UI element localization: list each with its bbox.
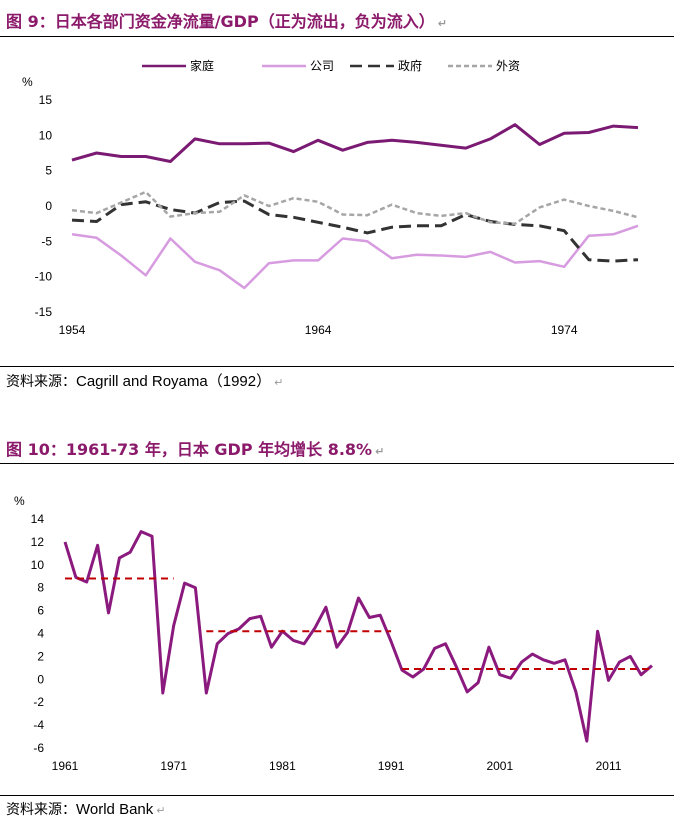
chart1-legend-item: 外资 [448, 59, 520, 73]
chart2-bottom-rule [0, 795, 674, 796]
chart1-series-line [71, 123, 639, 163]
chart1-x-tick-label: 1964 [305, 323, 332, 337]
chart2-x-tick-label: 1971 [160, 759, 187, 773]
chart2-y-tick-label: 12 [31, 535, 45, 549]
chart2-y-tick-label: 10 [31, 558, 45, 572]
chart1-bottom-rule [0, 366, 674, 367]
chart1-series-line [71, 190, 639, 225]
chart1-y-tick-label: 15 [39, 93, 53, 107]
chart1-series-line [71, 224, 639, 290]
chart1-y-tick-label: 10 [39, 128, 53, 142]
chart1-y-tick-label: -10 [35, 270, 53, 284]
chart1-x-tick-label: 1974 [551, 323, 578, 337]
chart2-y-tick-label: 2 [37, 649, 44, 663]
chart2-y-tick-label: 14 [31, 512, 45, 526]
chart1-legend-label: 外资 [496, 59, 520, 73]
chart2-x-tick-label: 1991 [378, 759, 405, 773]
chart2-plot: % 14 12 10 8 6 4 2 0 -2 -4 -6 1961 1971 1981 1991 2001 20… [14, 494, 653, 773]
chart2-series-line [63, 530, 653, 743]
chart1-legend-item: 公司 [262, 59, 334, 73]
chart1-y-tick-label: -5 [41, 234, 52, 248]
chart2-y-tick-label: 8 [37, 581, 44, 595]
chart2-y-tick-label: 4 [37, 627, 44, 641]
chart2-title: 图 10：1961-73 年，日本 GDP 年均增长 8.8% ↵ [6, 440, 385, 459]
chart2-y-tick-label: -6 [33, 741, 44, 755]
chart2-x-tick-label: 2001 [486, 759, 513, 773]
chart2-x-tick-label: 2011 [596, 759, 622, 773]
chart1-series-line [71, 199, 639, 263]
chart1-y-tick-label: 0 [45, 199, 52, 213]
chart1-top-rule [0, 36, 674, 37]
chart1-x-tick-label: 1954 [59, 323, 86, 337]
chart1-y-tick-label: 5 [45, 164, 52, 178]
chart2-y-axis-label: % [14, 494, 25, 508]
chart2-y-tick-label: -2 [33, 695, 44, 709]
chart1-legend-label: 政府 [398, 58, 422, 73]
chart2-top-rule [0, 463, 674, 464]
chart2-x-tick-label: 1981 [269, 759, 296, 773]
chart2-y-tick-label: -4 [33, 718, 44, 732]
chart1-y-axis-label: % [22, 75, 33, 89]
chart1-legend-label: 公司 [310, 59, 334, 73]
chart1-plot: % 15 10 5 0 -5 -10 -15 1954 1964 1974 家庭 公司 政府 外资 [22, 58, 639, 337]
chart1-legend-item: 政府 [350, 58, 422, 73]
chart2-y-tick-label: 0 [37, 672, 44, 686]
chart1-y-tick-label: -15 [35, 305, 53, 319]
chart2-x-tick-label: 1961 [52, 759, 79, 773]
chart1-legend-label: 家庭 [190, 58, 214, 73]
chart1-source: 资料来源：Cagrill and Royama（1992） ↵ [6, 373, 284, 390]
chart1-legend-item: 家庭 [142, 58, 214, 73]
chart2-y-tick-label: 6 [37, 604, 44, 618]
chart2-source: 资料来源：World Bank ↵ [6, 801, 166, 818]
chart1-title: 图 9：日本各部门资金净流量/GDP（正为流出，负为流入） ↵ [6, 12, 447, 31]
